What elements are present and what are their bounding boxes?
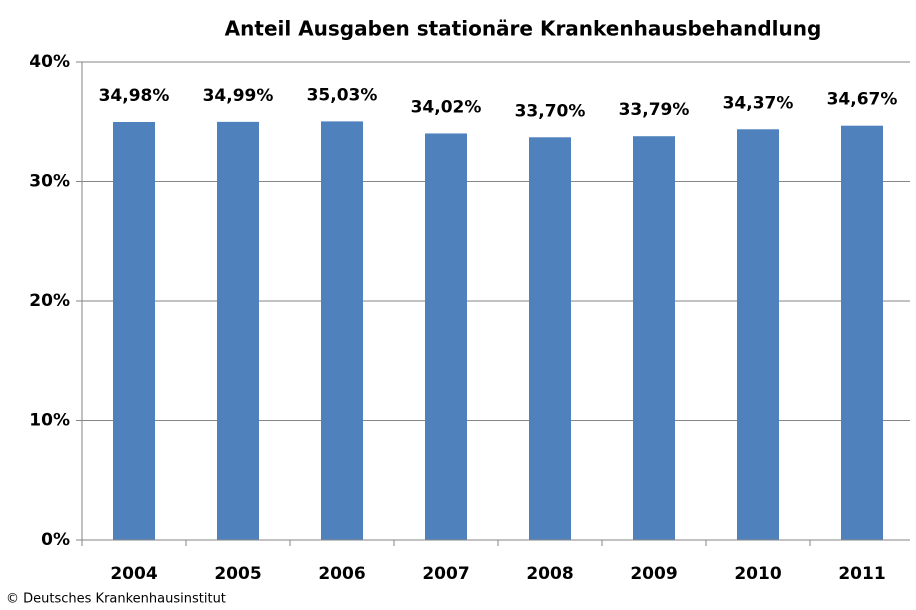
y-tick-label: 30% (29, 172, 70, 192)
value-label: 33,79% (619, 100, 690, 120)
bar (529, 137, 571, 540)
value-label: 34,67% (827, 90, 898, 110)
source-note: © Deutsches Krankenhausinstitut (6, 592, 226, 607)
x-tick-label: 2004 (110, 564, 157, 584)
bar (113, 121, 155, 540)
y-tick-label: 40% (29, 52, 70, 72)
bar (633, 136, 675, 540)
value-label: 34,37% (723, 93, 794, 113)
bar (217, 121, 259, 540)
value-label: 35,03% (307, 85, 378, 105)
x-tick-label: 2009 (630, 564, 677, 584)
y-tick-label: 20% (29, 291, 70, 311)
x-tick-label: 2008 (526, 564, 573, 584)
bar (841, 125, 883, 541)
bar (737, 129, 779, 540)
x-tick-label: 2005 (214, 564, 261, 584)
value-label: 34,98% (99, 86, 170, 106)
value-label: 34,99% (203, 86, 274, 106)
x-tick-label: 2010 (734, 564, 781, 584)
chart-title: Anteil Ausgaben stationäre Krankenhausbe… (225, 17, 822, 41)
bar (321, 121, 363, 540)
bar (425, 133, 467, 540)
x-tick-label: 2007 (422, 564, 469, 584)
x-tick-label: 2011 (838, 564, 885, 584)
value-label: 33,70% (515, 101, 586, 121)
y-tick-label: 10% (29, 411, 70, 431)
y-tick-label: 0% (41, 530, 70, 550)
x-tick-label: 2006 (318, 564, 365, 584)
value-label: 34,02% (411, 97, 482, 117)
